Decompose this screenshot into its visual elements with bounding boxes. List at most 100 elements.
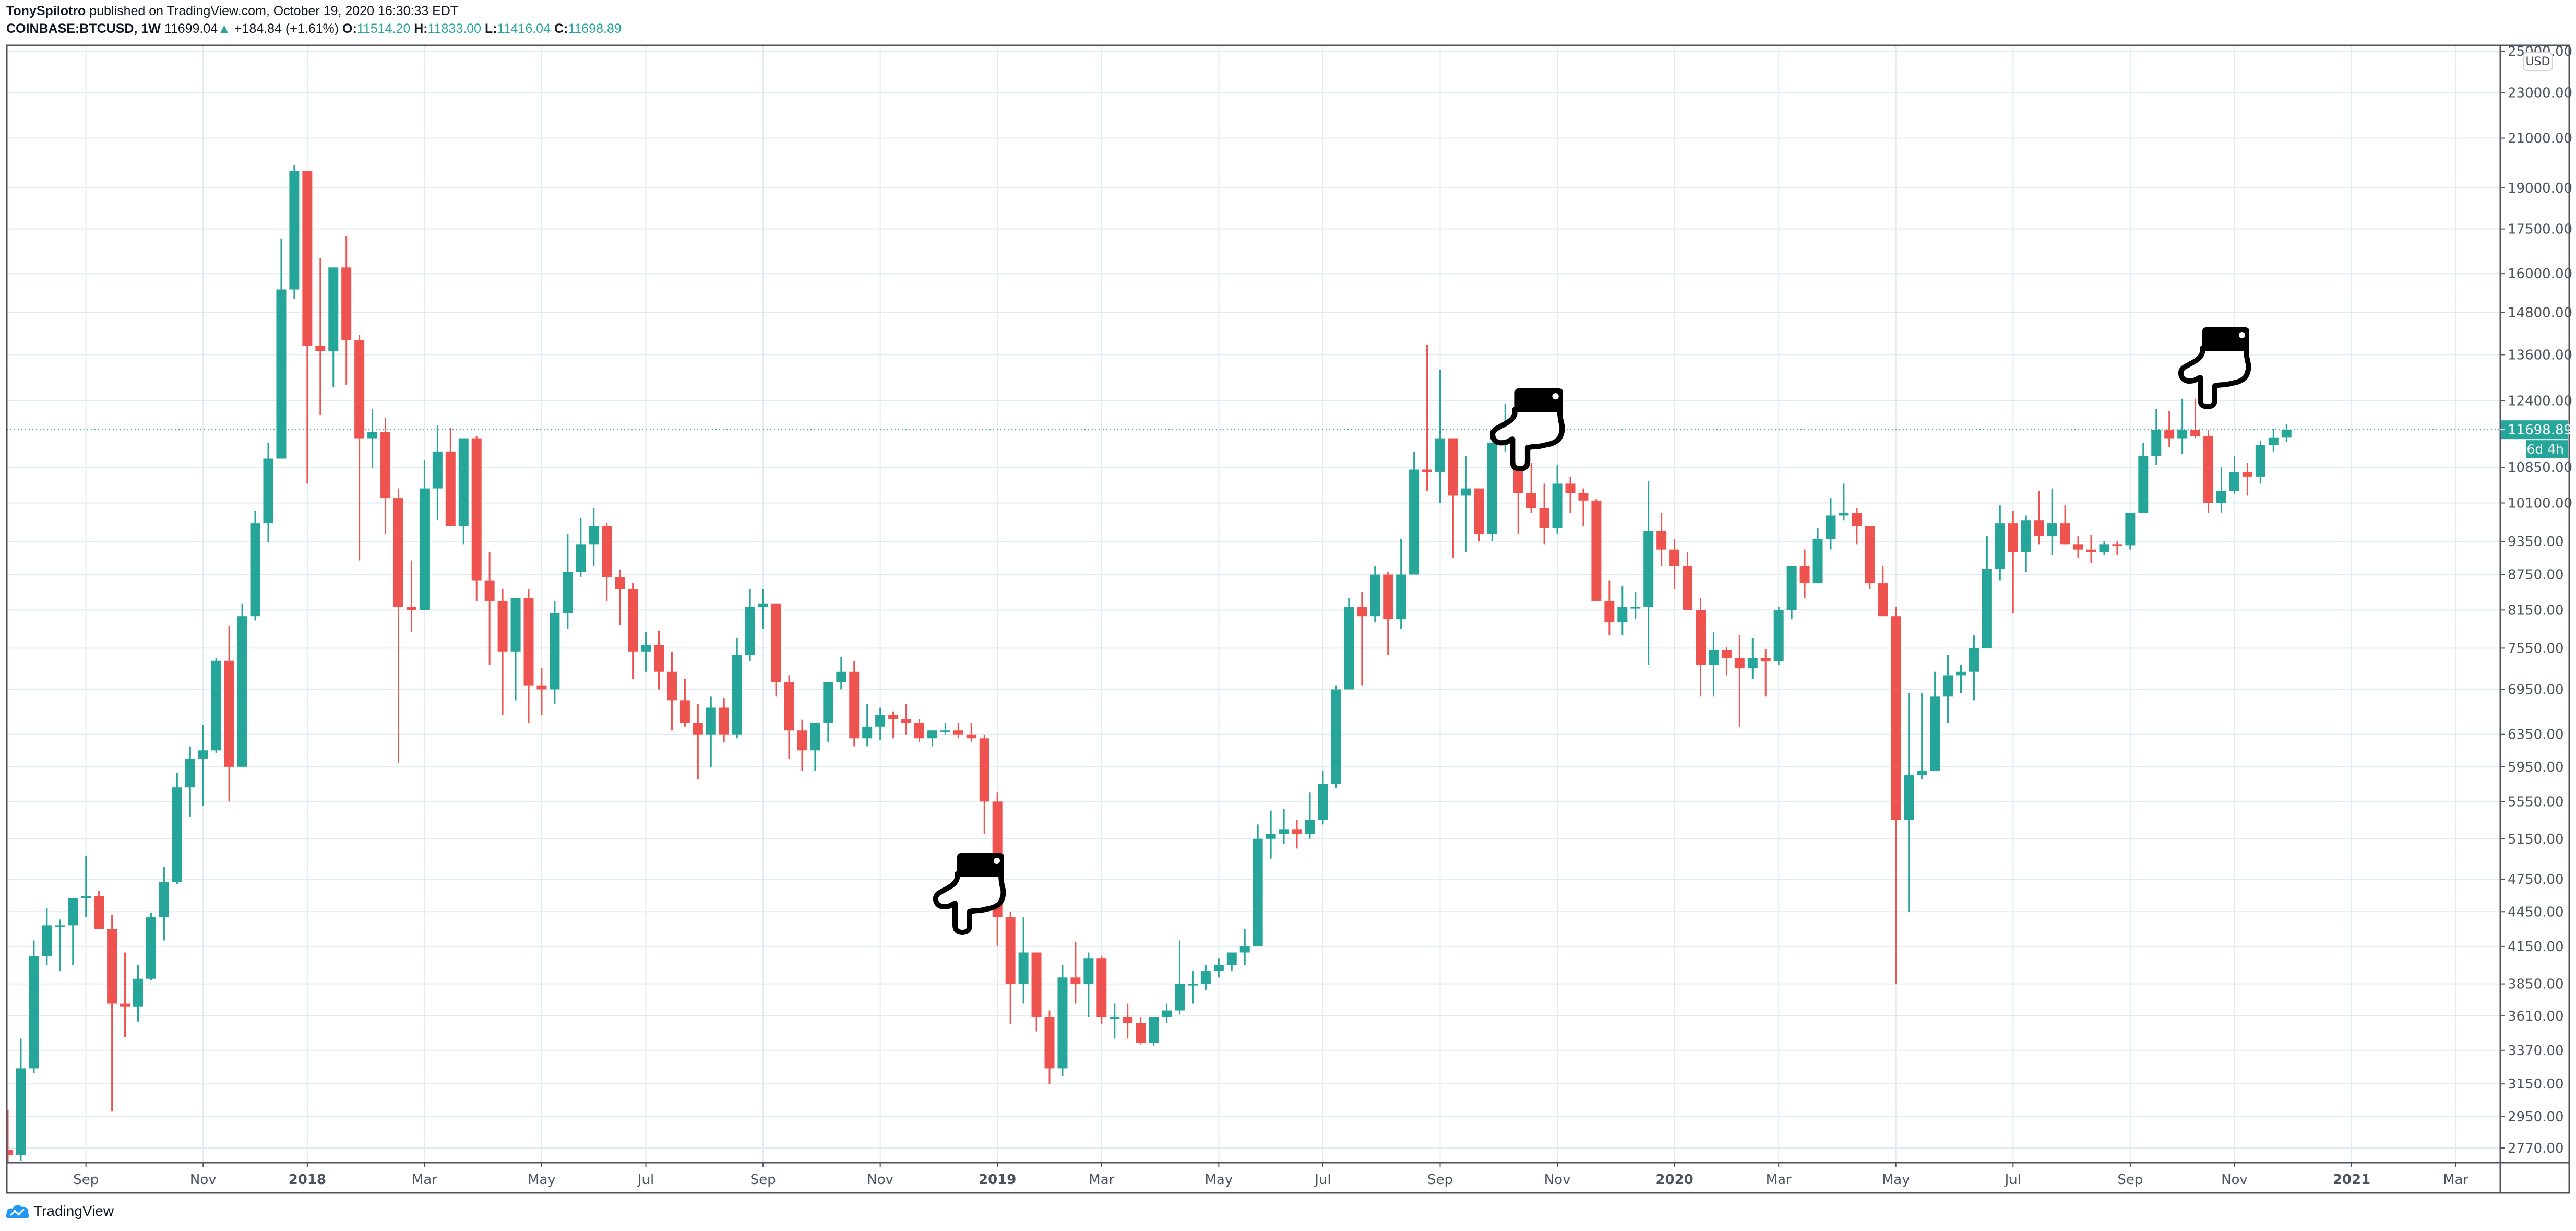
candle	[2255, 440, 2265, 484]
svg-text:11698.89: 11698.89	[2508, 422, 2572, 438]
price-tick-label: 16000.00	[2508, 266, 2572, 282]
candle	[1162, 1003, 1172, 1023]
price-tick-label: 4150.00	[2508, 939, 2564, 955]
candle	[1747, 638, 1758, 679]
candle	[367, 409, 378, 468]
candle	[1357, 591, 1367, 686]
time-tick-label: Sep	[2117, 1172, 2143, 1188]
time-tick-label: Nov	[867, 1172, 893, 1188]
hand-pointing-down-icon[interactable]	[933, 853, 1006, 935]
candle	[1917, 693, 1927, 780]
candle	[771, 603, 781, 697]
candle	[862, 704, 873, 747]
time-tick-label: 2020	[1655, 1172, 1693, 1188]
candle	[2086, 535, 2096, 563]
candle	[510, 598, 521, 701]
candle	[1696, 598, 1706, 697]
chart-frame	[6, 44, 2570, 1194]
time-tick-label: May	[1882, 1172, 1910, 1188]
current-price-label: 11698.89	[2500, 420, 2572, 440]
candle	[1226, 952, 1237, 972]
candle	[875, 707, 886, 740]
candle	[953, 723, 963, 739]
candle	[224, 626, 234, 802]
candle	[1318, 771, 1328, 825]
candle	[2073, 536, 2083, 558]
hand-pointing-down-icon[interactable]	[1489, 388, 1565, 472]
candle	[1617, 586, 1628, 635]
candle	[120, 952, 130, 1037]
candle	[1604, 580, 1615, 635]
candle	[810, 723, 820, 771]
low-value: 11416.04	[497, 21, 551, 36]
candle	[628, 583, 638, 679]
candle	[2138, 442, 2149, 513]
publish-info: TonySpilotro published on TradingView.co…	[6, 2, 622, 20]
candle	[1878, 566, 1888, 617]
candle	[42, 908, 52, 965]
price-tick-label: 5550.00	[2508, 794, 2564, 810]
price-tick-label: 2770.00	[2508, 1141, 2564, 1156]
candle	[315, 258, 326, 415]
candle	[979, 734, 989, 834]
close-label: C:	[554, 21, 568, 36]
candle	[1565, 476, 1576, 513]
price-axis[interactable]: 25000.0023000.0021000.0019000.0017500.00…	[2500, 44, 2572, 1156]
candle	[1812, 528, 1823, 584]
candle	[641, 632, 651, 672]
candle	[576, 518, 586, 578]
time-axis[interactable]: Sep Nov 2018 Mar May Jul Sep Nov 2019 Mar May Jul Se…	[73, 1163, 2468, 1188]
candle	[679, 679, 690, 727]
candle	[966, 723, 976, 742]
low-label: L:	[484, 21, 497, 36]
price-tick-label: 8750.00	[2508, 567, 2564, 583]
candle	[602, 523, 612, 601]
candle	[1943, 655, 1953, 723]
candle	[276, 238, 287, 459]
candle	[1786, 566, 1797, 620]
candle	[1839, 483, 1849, 521]
candle	[1200, 965, 1211, 991]
candle	[2268, 429, 2279, 452]
time-tick-label: Jul	[637, 1172, 654, 1188]
candle	[172, 773, 182, 884]
candle	[107, 915, 117, 1112]
candle	[68, 898, 78, 965]
candle	[1669, 539, 1680, 589]
candle	[250, 510, 260, 621]
candle	[719, 698, 729, 742]
candle	[2203, 430, 2214, 513]
candle	[302, 171, 313, 484]
candle	[1005, 912, 1016, 1025]
time-tick-label: Nov	[190, 1172, 217, 1188]
candle	[1799, 549, 1810, 598]
price-tick-label: 23000.00	[2508, 86, 2572, 101]
candle	[654, 630, 664, 690]
candle	[1070, 941, 1081, 1004]
candle	[563, 534, 573, 629]
candle	[1409, 451, 1420, 575]
time-tick-label: Mar	[412, 1172, 437, 1188]
candle	[289, 165, 300, 300]
candle	[1865, 526, 1875, 589]
candle	[1435, 369, 1445, 503]
candles	[7, 165, 2292, 1163]
candle	[1292, 820, 1302, 849]
candle	[2216, 467, 2226, 513]
brand-name: TradingView	[33, 1203, 114, 1219]
candle	[758, 589, 768, 629]
candle	[133, 965, 143, 1022]
candle	[211, 658, 221, 753]
candle	[1031, 952, 1042, 1032]
author-name[interactable]: TonySpilotro	[6, 4, 86, 18]
candle	[1982, 536, 1992, 648]
price-tick-label: 2950.00	[2508, 1109, 2564, 1125]
candle	[1760, 649, 1771, 697]
hand-pointing-down-icon[interactable]	[2178, 327, 2251, 409]
candle	[2125, 513, 2136, 550]
time-tick-label: 2021	[2333, 1172, 2370, 1188]
candle	[1213, 958, 1224, 978]
footer-logo[interactable]: TradingView	[5, 1201, 114, 1222]
currency-badge[interactable]: USD	[2523, 52, 2553, 71]
